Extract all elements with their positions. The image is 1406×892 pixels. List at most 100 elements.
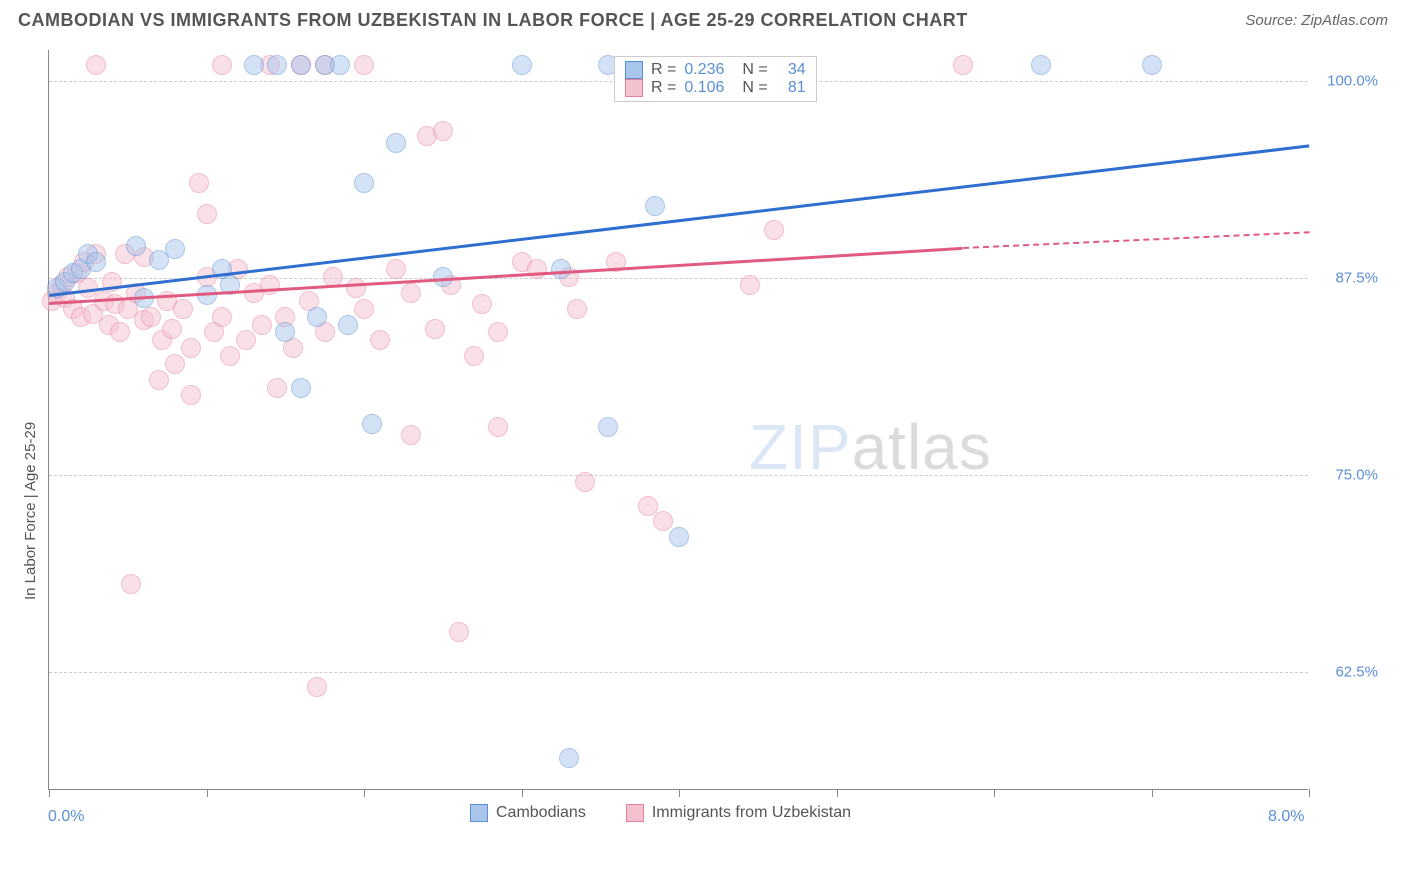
data-point [141, 307, 161, 327]
trend-line [962, 231, 1309, 249]
x-tick [522, 789, 523, 797]
x-tick [837, 789, 838, 797]
x-tick [1152, 789, 1153, 797]
data-point [953, 55, 973, 75]
data-point [173, 299, 193, 319]
correlation-legend: R =0.236N =34R =0.106N =81 [614, 56, 817, 102]
plot-region: 62.5%75.0%87.5%100.0%ZIPatlasR =0.236N =… [48, 50, 1308, 790]
data-point [338, 315, 358, 335]
chart-title: CAMBODIAN VS IMMIGRANTS FROM UZBEKISTAN … [18, 10, 968, 31]
data-point [653, 511, 673, 531]
legend-row: R =0.106N =81 [625, 79, 806, 97]
data-point [236, 330, 256, 350]
bottom-legend-item: Immigrants from Uzbekistan [626, 804, 851, 822]
data-point [512, 55, 532, 75]
data-point [1031, 55, 1051, 75]
data-point [291, 378, 311, 398]
data-point [488, 417, 508, 437]
data-point [354, 173, 374, 193]
legend-swatch [625, 61, 643, 79]
data-point [354, 55, 374, 75]
legend-swatch [470, 804, 488, 822]
x-axis-min-label: 0.0% [48, 808, 84, 826]
x-tick [49, 789, 50, 797]
watermark: ZIPatlas [749, 410, 992, 484]
bottom-legend: Cambodians Immigrants from Uzbekistan [470, 804, 851, 822]
legend-swatch [626, 804, 644, 822]
data-point [559, 748, 579, 768]
bottom-legend-item: Cambodians [470, 804, 586, 822]
x-tick [994, 789, 995, 797]
data-point [252, 315, 272, 335]
x-axis-max-label: 8.0% [1268, 808, 1304, 826]
data-point [165, 239, 185, 259]
data-point [86, 55, 106, 75]
data-point [449, 622, 469, 642]
y-tick-label: 75.0% [1313, 467, 1378, 484]
data-point [307, 677, 327, 697]
legend-swatch [625, 79, 643, 97]
data-point [126, 236, 146, 256]
data-point [149, 370, 169, 390]
legend-row: R =0.236N =34 [625, 61, 806, 79]
data-point [267, 378, 287, 398]
data-point [764, 220, 784, 240]
data-point [181, 338, 201, 358]
data-point [260, 275, 280, 295]
trend-line [49, 247, 963, 305]
data-point [1142, 55, 1162, 75]
data-point [267, 55, 287, 75]
data-point [740, 275, 760, 295]
data-point [638, 496, 658, 516]
data-point [307, 307, 327, 327]
data-point [162, 319, 182, 339]
gridline [49, 672, 1308, 673]
data-point [551, 259, 571, 279]
gridline [49, 475, 1308, 476]
data-point [401, 283, 421, 303]
data-point [181, 385, 201, 405]
y-tick-label: 100.0% [1313, 73, 1378, 90]
x-tick [1309, 789, 1310, 797]
data-point [575, 472, 595, 492]
data-point [212, 307, 232, 327]
source-label: Source: ZipAtlas.com [1245, 12, 1388, 29]
y-tick-label: 62.5% [1313, 663, 1378, 680]
y-axis-label: In Labor Force | Age 25-29 [22, 422, 39, 600]
data-point [291, 55, 311, 75]
y-tick-label: 87.5% [1313, 270, 1378, 287]
data-point [275, 322, 295, 342]
data-point [669, 527, 689, 547]
data-point [425, 319, 445, 339]
data-point [401, 425, 421, 445]
data-point [165, 354, 185, 374]
x-tick [364, 789, 365, 797]
data-point [354, 299, 374, 319]
data-point [598, 417, 618, 437]
data-point [244, 55, 264, 75]
data-point [220, 346, 240, 366]
data-point [370, 330, 390, 350]
data-point [346, 278, 366, 298]
data-point [464, 346, 484, 366]
data-point [212, 55, 232, 75]
x-tick [207, 789, 208, 797]
data-point [362, 414, 382, 434]
data-point [386, 133, 406, 153]
x-tick [679, 789, 680, 797]
data-point [433, 121, 453, 141]
data-point [86, 252, 106, 272]
data-point [197, 204, 217, 224]
data-point [330, 55, 350, 75]
chart-area: In Labor Force | Age 25-29 62.5%75.0%87.… [0, 40, 1406, 850]
data-point [189, 173, 209, 193]
data-point [121, 574, 141, 594]
trend-line [49, 144, 1309, 296]
data-point [567, 299, 587, 319]
data-point [472, 294, 492, 314]
data-point [527, 259, 547, 279]
data-point [645, 196, 665, 216]
data-point [110, 322, 130, 342]
data-point [386, 259, 406, 279]
data-point [488, 322, 508, 342]
